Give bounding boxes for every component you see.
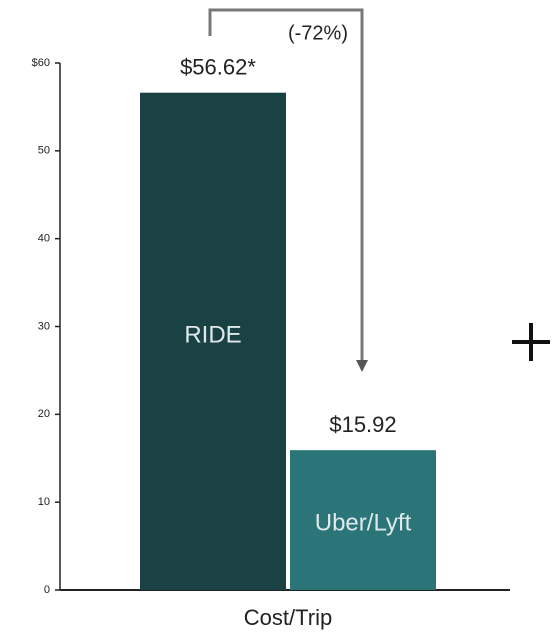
plus-sign: [512, 323, 550, 361]
annotation: (-72%): [288, 22, 348, 44]
value-label: $15.92: [329, 412, 396, 437]
y-tick-label: 30: [38, 320, 50, 332]
y-tick-label: $60: [32, 57, 50, 69]
y-tick-label: 0: [44, 584, 50, 596]
y-tick-label: 10: [38, 496, 50, 508]
y-tick-label: 20: [38, 408, 50, 420]
x-axis-label: Cost/Trip: [244, 605, 332, 630]
bar: [140, 92, 286, 590]
category-label: RIDE: [184, 321, 241, 348]
value-label: $56.62*: [180, 55, 256, 80]
category-label: Uber/Lyft: [315, 509, 412, 536]
arrow-head: [356, 360, 368, 372]
change-bracket: [208, 8, 364, 362]
bar: [290, 450, 436, 590]
y-tick-label: 50: [38, 145, 50, 157]
y-tick-label: 40: [38, 233, 50, 245]
